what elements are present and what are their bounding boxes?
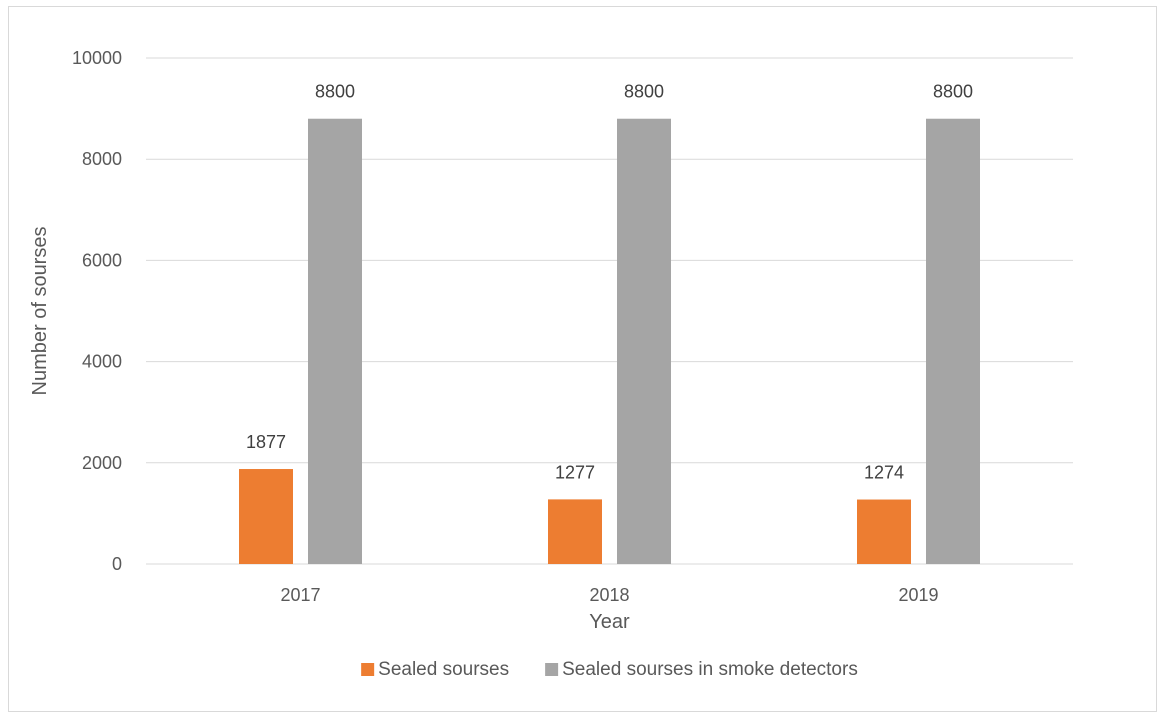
bar [617, 118, 671, 564]
data-label: 1274 [864, 463, 904, 483]
bar [926, 118, 980, 564]
x-tick-label: 2017 [280, 585, 320, 605]
bar [548, 499, 602, 564]
legend-item: Sealed sourses in smoke detectors [545, 659, 858, 680]
data-label: 1877 [246, 432, 286, 452]
data-label: 1277 [555, 462, 595, 482]
bars [239, 118, 980, 564]
legend-label: Sealed sourses in smoke detectors [562, 659, 858, 680]
y-tick-label: 6000 [82, 250, 122, 270]
data-labels: 1877 8800 1277 8800 1274 8800 [246, 82, 973, 483]
y-axis-ticks: 0 2000 4000 6000 8000 10000 [72, 48, 122, 574]
legend-item: Sealed sourses [361, 659, 509, 680]
data-label: 8800 [624, 82, 664, 102]
gridlines [146, 57, 1073, 464]
x-tick-label: 2019 [898, 585, 938, 605]
y-tick-label: 2000 [82, 453, 122, 473]
legend-swatch [361, 663, 375, 676]
x-tick-label: 2018 [589, 585, 629, 605]
y-tick-label: 8000 [82, 149, 122, 169]
bar [239, 469, 293, 564]
bar [308, 118, 362, 564]
y-tick-label: 0 [112, 554, 122, 574]
data-label: 8800 [933, 82, 973, 102]
legend-label: Sealed sourses [378, 659, 509, 680]
y-tick-label: 4000 [82, 352, 122, 372]
bar [857, 499, 911, 564]
data-label: 8800 [315, 82, 355, 102]
legend: Sealed sourses Sealed sourses in smoke de… [361, 659, 858, 680]
legend-swatch [545, 663, 559, 676]
y-tick-label: 10000 [72, 48, 122, 68]
y-axis-title: Number of sourses [29, 227, 51, 396]
x-axis-ticks: 2017 2018 2019 [280, 585, 938, 605]
x-axis-title: Year [589, 611, 630, 633]
